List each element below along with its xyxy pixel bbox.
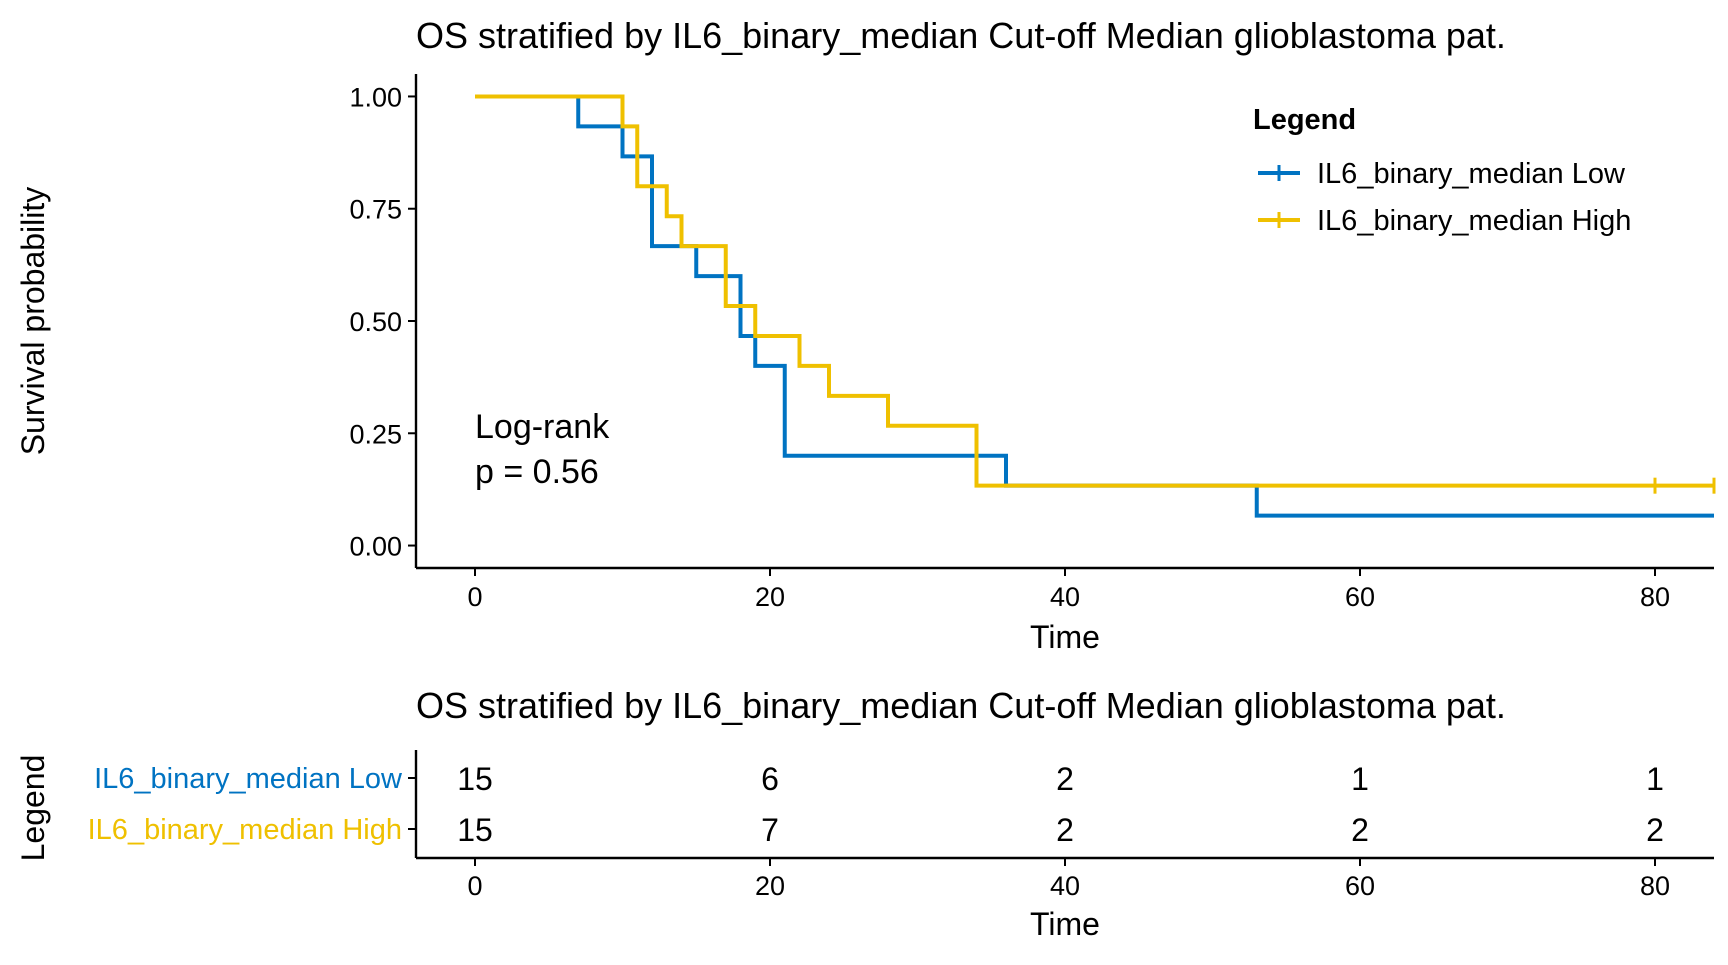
risk-row-label: IL6_binary_median Low (94, 763, 403, 795)
risk-table-cell: 2 (1056, 812, 1074, 848)
risk-y-axis-label: Legend (15, 755, 51, 862)
risk-table-cell: 1 (1351, 761, 1369, 797)
risk-table-cell: 15 (457, 761, 493, 797)
risk-x-tick-label: 20 (755, 871, 785, 901)
risk-table-title: OS stratified by IL6_binary_median Cut-o… (416, 685, 1506, 726)
risk-row-label: IL6_binary_median High (88, 814, 402, 846)
km-y-axis-label: Survival probability (15, 187, 51, 456)
km-x-tick-label: 40 (1050, 582, 1080, 612)
risk-table-cell: 1 (1646, 761, 1664, 797)
km-curve-series-1 (475, 94, 1714, 488)
km-title: OS stratified by IL6_binary_median Cut-o… (416, 15, 1506, 56)
legend-entry-label: IL6_binary_median Low (1317, 158, 1626, 190)
risk-x-tick-label: 80 (1640, 871, 1670, 901)
km-y-tick-label: 0.00 (349, 532, 402, 562)
logrank-pvalue: p = 0.56 (475, 453, 599, 491)
km-x-axis-label: Time (1030, 619, 1100, 655)
km-y-tick-label: 0.25 (349, 419, 402, 449)
km-y-tick-label: 0.75 (349, 195, 402, 225)
km-y-tick-label: 0.50 (349, 307, 402, 337)
legend-entry-label: IL6_binary_median High (1317, 205, 1631, 237)
risk-table-cell: 2 (1646, 812, 1664, 848)
km-y-tick-label: 1.00 (349, 82, 402, 112)
risk-table-cell: 6 (761, 761, 779, 797)
risk-x-tick-label: 40 (1050, 871, 1080, 901)
km-x-tick-label: 20 (755, 582, 785, 612)
km-x-tick-label: 60 (1345, 582, 1375, 612)
legend-title: Legend (1253, 104, 1356, 136)
logrank-label: Log-rank (475, 408, 610, 446)
risk-x-tick-label: 60 (1345, 871, 1375, 901)
risk-table-cell: 15 (457, 812, 493, 848)
risk-table-cell: 2 (1056, 761, 1074, 797)
km-x-tick-label: 0 (467, 582, 482, 612)
km-x-tick-label: 80 (1640, 582, 1670, 612)
risk-table-cell: 2 (1351, 812, 1369, 848)
risk-table-cell: 7 (761, 812, 779, 848)
risk-x-axis-label: Time (1030, 906, 1100, 942)
risk-x-tick-label: 0 (467, 871, 482, 901)
